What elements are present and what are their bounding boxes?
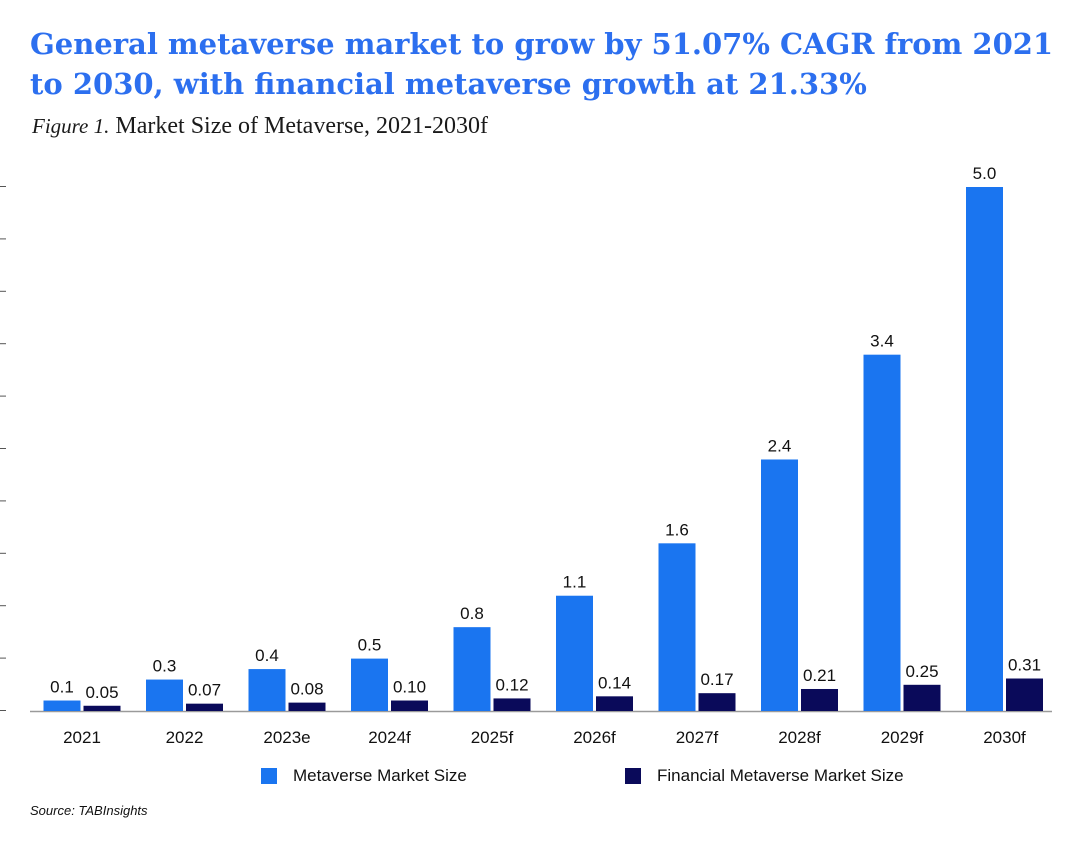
x-tick-label-2025f: 2025f <box>471 728 514 747</box>
bar-financial-2024f <box>391 700 428 711</box>
data-label-metaverse-2021: 0.1 <box>50 678 74 697</box>
bar-metaverse-2021 <box>43 700 81 711</box>
x-tick-label-2024f: 2024f <box>368 728 411 747</box>
data-label-metaverse-2022: 0.3 <box>153 657 177 676</box>
bar-financial-2025f <box>493 698 531 711</box>
bar-financial-2022 <box>186 703 223 711</box>
data-label-metaverse-2025f: 0.8 <box>460 604 484 623</box>
data-label-financial-2027f: 0.17 <box>700 670 733 689</box>
x-tick-label-2029f: 2029f <box>881 728 924 747</box>
data-label-financial-2028f: 0.21 <box>803 666 836 685</box>
bar-metaverse-2029f <box>863 354 901 711</box>
data-label-metaverse-2030f: 5.0 <box>973 164 997 183</box>
data-label-metaverse-2026f: 1.1 <box>563 573 587 592</box>
data-label-financial-2025f: 0.12 <box>495 675 528 694</box>
data-label-financial-2022: 0.07 <box>188 681 221 700</box>
x-tick-label-2022: 2022 <box>166 728 204 747</box>
bar-financial-2030f <box>1006 678 1043 711</box>
legend-swatch-metaverse <box>261 768 277 784</box>
data-label-metaverse-2023e: 0.4 <box>255 646 279 665</box>
data-label-financial-2021: 0.05 <box>85 683 118 702</box>
legend-label-financial: Financial Metaverse Market Size <box>657 766 904 785</box>
bar-financial-2023e <box>288 702 326 711</box>
x-tick-label-2021: 2021 <box>63 728 101 747</box>
bar-financial-2027f <box>698 693 736 711</box>
bar-metaverse-2022 <box>146 679 183 711</box>
legend-item-financial: Financial Metaverse Market Size <box>625 766 904 786</box>
x-tick-label-2027f: 2027f <box>676 728 719 747</box>
figure-label: Figure 1. <box>32 114 110 138</box>
bar-metaverse-2023e <box>248 669 286 711</box>
figure-caption: Figure 1. Market Size of Metaverse, 2021… <box>32 113 488 140</box>
data-label-financial-2024f: 0.10 <box>393 678 426 697</box>
bar-metaverse-2024f <box>351 658 388 711</box>
bar-metaverse-2030f <box>966 187 1003 711</box>
data-label-financial-2026f: 0.14 <box>598 673 631 692</box>
bar-metaverse-2028f <box>761 459 798 711</box>
legend-item-metaverse: Metaverse Market Size <box>261 766 467 786</box>
data-label-metaverse-2027f: 1.6 <box>665 520 689 539</box>
bar-financial-2026f <box>596 696 633 711</box>
bar-metaverse-2027f <box>658 543 696 711</box>
data-label-financial-2030f: 0.31 <box>1008 656 1041 675</box>
x-tick-label-2030f: 2030f <box>983 728 1026 747</box>
data-label-metaverse-2029f: 3.4 <box>870 332 894 351</box>
headline: General metaverse market to grow by 51.0… <box>30 27 1054 101</box>
bar-financial-2021 <box>83 705 121 711</box>
x-tick-label-2026f: 2026f <box>573 728 616 747</box>
data-label-financial-2023e: 0.08 <box>290 680 323 699</box>
figure-title: Market Size of Metaverse, 2021-2030f <box>115 113 488 139</box>
x-tick-label-2023e: 2023e <box>263 728 310 747</box>
legend-label-metaverse: Metaverse Market Size <box>293 766 467 785</box>
x-tick-label-2028f: 2028f <box>778 728 821 747</box>
data-label-metaverse-2028f: 2.4 <box>768 436 792 455</box>
bar-metaverse-2025f <box>453 627 491 711</box>
data-label-metaverse-2024f: 0.5 <box>358 636 382 655</box>
bar-financial-2029f <box>903 684 941 711</box>
bar-metaverse-2026f <box>556 595 593 711</box>
data-label-financial-2029f: 0.25 <box>905 662 938 681</box>
source-note: Source: TABInsights <box>30 803 148 818</box>
bar-financial-2028f <box>801 688 838 711</box>
legend-swatch-financial <box>625 768 641 784</box>
